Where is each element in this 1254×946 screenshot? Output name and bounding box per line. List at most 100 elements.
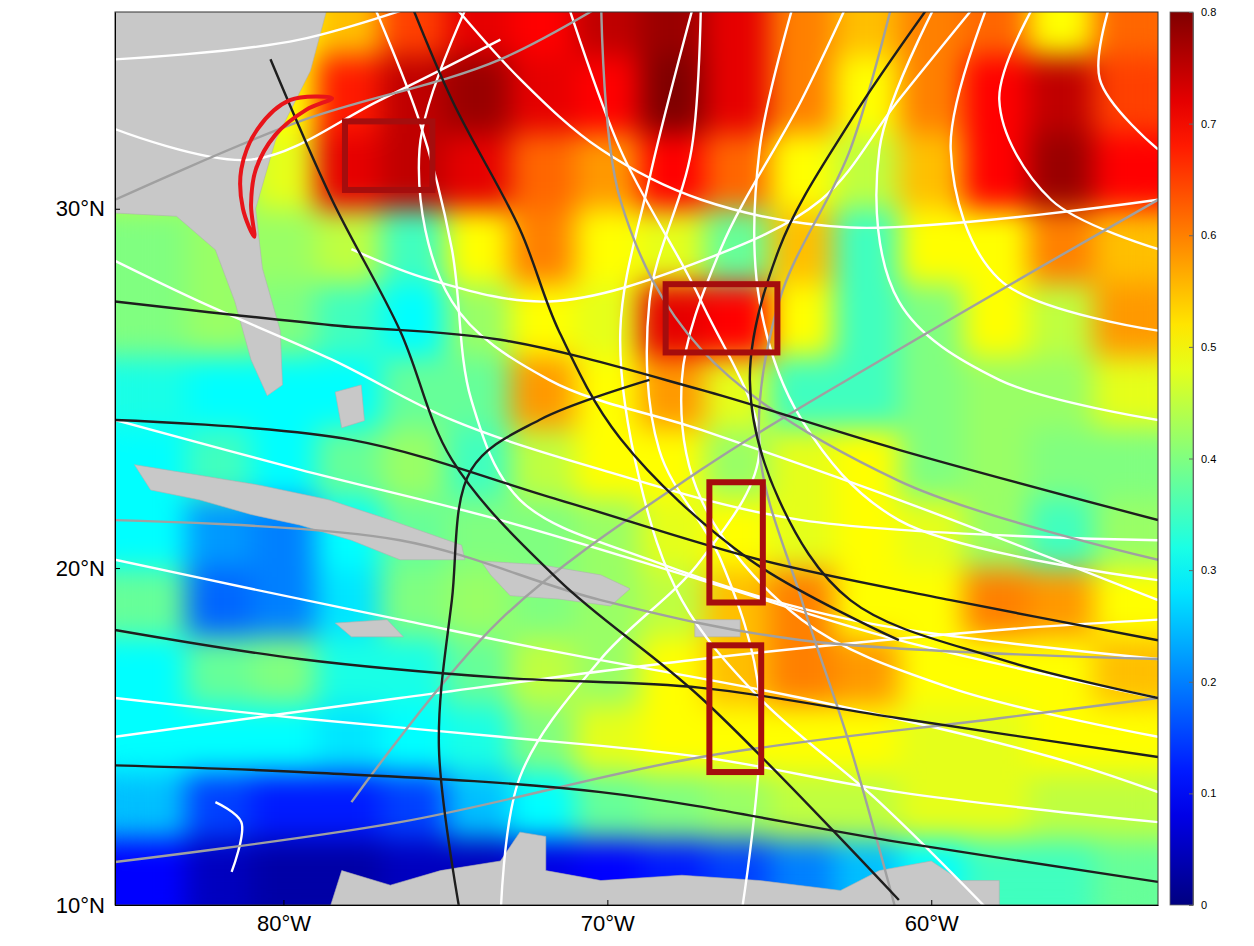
storm-track <box>115 698 1158 822</box>
heat-cell <box>1093 705 1158 773</box>
tick-mark <box>607 900 608 905</box>
storm-track <box>419 12 1158 600</box>
heat-cell <box>769 12 834 56</box>
heat-cell <box>705 772 770 839</box>
storm-track <box>620 12 999 905</box>
heat-cell <box>121 568 186 637</box>
storm-track <box>270 59 898 900</box>
tick: 0.7 <box>1189 118 1216 130</box>
heat-cell <box>316 772 381 839</box>
heat-cell <box>834 209 899 284</box>
storm-track <box>400 12 899 640</box>
storm-track <box>115 630 1158 757</box>
storm-track <box>115 765 1158 882</box>
tick-mark <box>1189 235 1193 236</box>
tick: 0 <box>1189 899 1207 911</box>
tick: 0.8 <box>1189 6 1216 18</box>
tick-label: 10°N <box>56 893 105 918</box>
tick-mark <box>1189 459 1193 460</box>
heat-cell <box>121 283 186 356</box>
heat-cell <box>121 356 186 428</box>
heat-cell <box>834 498 899 568</box>
heat-cell <box>251 839 316 905</box>
heat-cell <box>121 498 186 568</box>
axis-line <box>115 13 116 906</box>
tick-label: 0.4 <box>1201 453 1216 465</box>
tick-mark <box>1189 12 1193 13</box>
tick-mark <box>115 905 120 906</box>
heat-cell <box>899 283 964 356</box>
tick-mark <box>1189 124 1193 125</box>
storm-track <box>1098 12 1158 149</box>
colorbar <box>1170 12 1193 905</box>
heat-cell <box>381 772 446 839</box>
heat-cell <box>510 498 575 568</box>
tick-mark <box>1189 347 1193 348</box>
heat-cell <box>899 209 964 284</box>
heat-cell <box>316 283 381 356</box>
heat-cell <box>381 12 446 56</box>
heat-cell <box>445 705 510 773</box>
heat-cell <box>705 12 770 56</box>
heat-cell <box>705 283 770 356</box>
heat-cell <box>899 637 964 705</box>
heat-cell <box>186 568 251 637</box>
heat-cell <box>899 133 964 209</box>
tick-label: 70°W <box>581 911 635 936</box>
highlight-box <box>345 121 432 190</box>
tick-mark <box>115 209 120 210</box>
storm-track <box>115 12 500 59</box>
highlight-box <box>709 482 762 602</box>
heat-cell <box>510 209 575 284</box>
heat-cell <box>1093 772 1158 839</box>
tracks <box>115 12 1158 905</box>
tick-label: 0.7 <box>1201 118 1216 130</box>
storm-track <box>429 12 1158 228</box>
heat-cell <box>640 12 705 56</box>
tick-mark <box>1189 570 1193 571</box>
heat-cell <box>510 133 575 209</box>
storm-track <box>351 200 1158 802</box>
tick-mark <box>115 568 120 569</box>
storm-track <box>115 40 500 160</box>
highlight-boxes <box>345 121 777 772</box>
heat-cell <box>510 772 575 839</box>
heat-cell <box>316 705 381 773</box>
heat-cell <box>899 705 964 773</box>
land-polygon <box>481 561 630 606</box>
storm-track <box>215 802 242 872</box>
tick: 10°N <box>56 893 120 918</box>
heat-cell <box>899 428 964 499</box>
tick-label: 0.5 <box>1201 341 1216 353</box>
axis-line <box>116 905 1159 906</box>
heat-cell <box>964 55 1029 133</box>
storm-track <box>750 12 1158 698</box>
colorbar-axis: 00.10.20.30.40.50.60.70.8 <box>1189 6 1216 911</box>
tick: 80°W <box>257 900 311 936</box>
land-polygon <box>335 620 403 637</box>
storm-track <box>439 380 650 905</box>
storm-track <box>601 12 1158 560</box>
heat-cell <box>445 637 510 705</box>
heat-cell <box>1093 428 1158 499</box>
y-axis: 10°N20°N30°N <box>56 13 120 918</box>
heat-cell <box>1093 133 1158 209</box>
heat-cell <box>381 428 446 499</box>
heat-cell <box>964 428 1029 499</box>
tick-label: 0 <box>1201 899 1207 911</box>
heat-cell <box>575 12 640 56</box>
heat-cell <box>834 356 899 428</box>
heat-cell <box>1093 839 1158 905</box>
storm-track <box>759 12 899 905</box>
tick: 0.3 <box>1189 564 1216 576</box>
heat-cell <box>121 637 186 705</box>
heat-cell <box>445 356 510 428</box>
heat-cell <box>575 283 640 356</box>
tick-label: 0.8 <box>1201 6 1216 18</box>
tick-mark <box>283 900 284 905</box>
heat-cell <box>1028 772 1093 839</box>
tick-label: 20°N <box>56 556 105 581</box>
tick-label: 80°W <box>257 911 311 936</box>
storm-track <box>115 560 1158 792</box>
tick: 0.4 <box>1189 453 1216 465</box>
